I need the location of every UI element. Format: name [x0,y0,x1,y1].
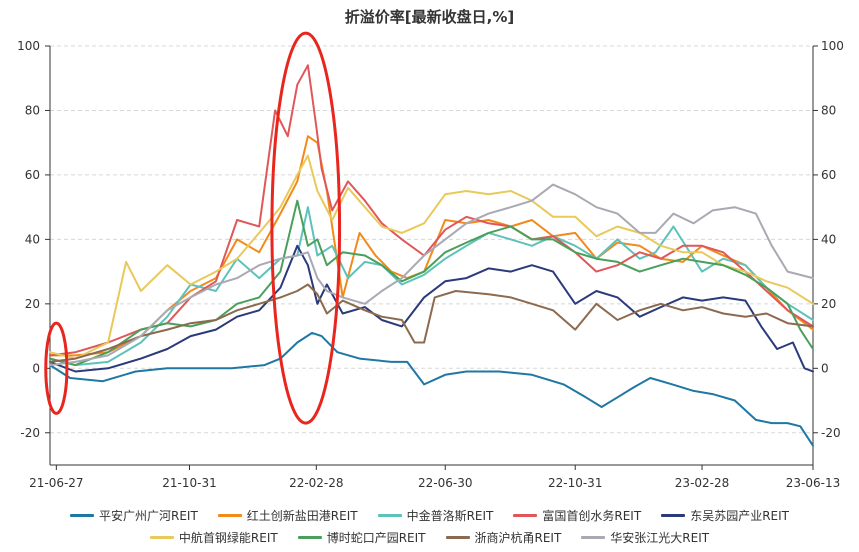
legend-label: 中航首钢绿能REIT [178,530,278,545]
series-line [49,199,814,367]
legend-label: 博时蛇口产园REIT [326,530,426,545]
axes: -20 -20 0 0 20 20 40 40 60 60 80 80 100 100 21-06-27 21… [17,39,844,490]
series-line [49,206,814,367]
y-tick-label-left: 0 [32,361,40,375]
y-tick-label-right: 20 [821,297,836,311]
series-line [49,183,814,367]
highlight-ellipse [44,321,69,415]
legend-item: 中航首钢绿能REIT [149,529,278,546]
x-tick-label: 21-06-27 [29,476,83,490]
series-line [49,283,814,363]
series-lines [49,64,814,447]
highlight-ellipse [270,31,342,425]
y-tick-label-left: 40 [25,232,40,246]
legend-row: 中航首钢绿能REIT 博时蛇口产园REIT 浙商沪杭甬REIT 华安张江光大REIT [0,526,859,548]
x-tick-label: 23-06-13 [786,476,840,490]
x-tick-label: 23-02-28 [675,476,729,490]
y-tick-label-right: 100 [821,39,844,53]
y-tick-label-right: 0 [821,361,829,375]
legend-row: 平安广州广河REIT 红土创新盐田港REIT 中金普洛斯REIT 富国首创水务REIT… [0,504,859,526]
legend-swatch [70,513,94,517]
x-tick-label: 22-06-30 [418,476,472,490]
legend-label: 东吴苏园产业REIT [690,508,789,523]
y-tick-label-left: 60 [25,168,40,182]
series-line [49,331,814,447]
y-tick-label-left: 100 [17,39,40,53]
legend-swatch [377,513,402,517]
y-tick-label-right: -20 [821,426,841,440]
legend-label: 华安张江光大REIT [610,530,710,545]
legend-item: 博时蛇口产园REIT [297,529,426,546]
legend-swatch [149,535,174,539]
legend-label: 平安广州广河REIT [99,508,198,523]
legend-item: 中金普洛斯REIT [377,507,494,524]
series-line [49,154,814,360]
x-tick-label: 22-10-31 [548,476,602,490]
legend-label: 富国首创水务REIT [542,508,642,523]
y-tick-label-right: 60 [821,168,836,182]
legend-item: 富国首创水务REIT [513,507,641,524]
legend-swatch [297,535,322,539]
legend-label: 浙商沪杭甬REIT [474,530,562,545]
legend: 平安广州广河REIT 红土创新盐田港REIT 中金普洛斯REIT 富国首创水务REIT… [0,504,859,548]
x-tick-label: 21-10-31 [162,476,216,490]
legend-swatch [445,535,470,539]
legend-swatch [217,513,242,517]
legend-label: 红土创新盐田港REIT [246,508,358,523]
chart-title: 折溢价率[最新收盘日,%] [344,8,515,26]
legend-item: 华安张江光大REIT [581,529,709,546]
legend-item: 平安广州广河REIT [70,507,198,524]
y-tick-label-left: 20 [25,297,40,311]
legend-item: 浙商沪杭甬REIT [445,529,562,546]
y-tick-label-right: 80 [821,103,836,117]
legend-item: 东吴苏园产业REIT [661,507,789,524]
annotations [44,31,342,425]
y-tick-label-left: -20 [20,426,40,440]
y-tick-label-left: 80 [25,103,40,117]
legend-item: 红土创新盐田港REIT [217,507,358,524]
x-tick-label: 22-02-28 [289,476,343,490]
legend-swatch [581,535,606,539]
legend-swatch [661,513,686,517]
series-line [49,244,814,373]
y-tick-label-right: 40 [821,232,836,246]
grid-lines [50,45,813,434]
legend-label: 中金普洛斯REIT [406,508,494,523]
legend-swatch [513,513,538,517]
